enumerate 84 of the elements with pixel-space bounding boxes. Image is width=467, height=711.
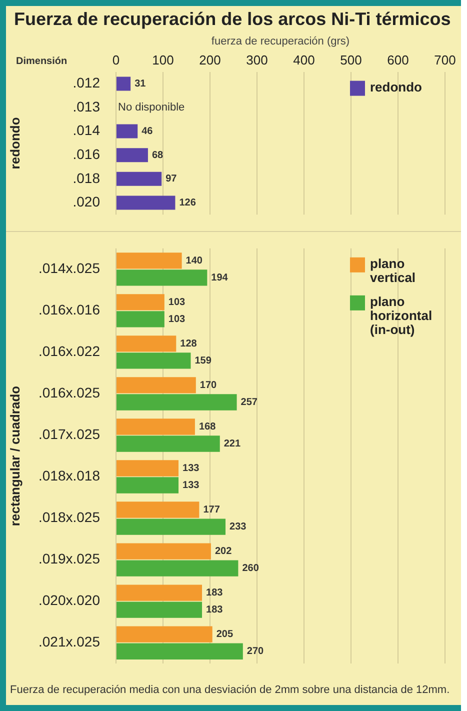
legend-label: plano horizontal (in-out) — [370, 294, 432, 337]
data-label: 168 — [198, 421, 216, 432]
data-label: 183 — [206, 604, 224, 616]
data-label: 126 — [179, 197, 196, 208]
y-tick-label: .019x.025 — [38, 550, 100, 567]
y-tick-label: .020 — [72, 194, 100, 210]
data-label: 170 — [200, 380, 218, 391]
y-axis-title: redondo — [7, 117, 22, 170]
y-tick-label: .018x.025 — [38, 509, 100, 526]
bar — [116, 196, 176, 210]
data-label: 233 — [230, 522, 247, 533]
data-label: 46 — [142, 126, 154, 138]
data-label: 260 — [242, 563, 260, 574]
legend-label: plano vertical — [370, 256, 416, 285]
text: Fuerza de recuperación media con una desviación de 2mm sobre una distancia de 12mm. — [9, 683, 451, 696]
data-label: 128 — [180, 338, 198, 350]
y-axis-title: rectangular / cuadrado — [7, 386, 22, 526]
data-label: 103 — [168, 314, 186, 325]
y-tick-label: .016x.022 — [38, 343, 100, 360]
data-label: 133 — [182, 480, 200, 492]
y-tick-label: .016x.025 — [38, 384, 100, 401]
y-tick-label: .013 — [72, 98, 100, 114]
y-tick-label: .021x.025 — [38, 634, 100, 650]
data-label: 97 — [166, 174, 178, 185]
x-tick-label: 100 — [152, 52, 174, 68]
x-tick-label: 500 — [340, 52, 362, 68]
y-tick-label: .020x.020 — [38, 592, 100, 608]
y-tick-label: .018 — [72, 170, 100, 186]
x-tick-label: 400 — [293, 52, 315, 68]
y-tick-label: .014 — [72, 122, 100, 138]
bar — [116, 294, 164, 310]
bar — [116, 626, 212, 642]
y-tick-label: .014x.025 — [38, 260, 100, 276]
bar — [116, 643, 243, 660]
bar — [116, 394, 237, 410]
bar — [116, 418, 195, 435]
bar — [116, 436, 220, 452]
bar — [116, 124, 138, 138]
bar — [116, 352, 191, 369]
bar — [116, 560, 238, 576]
x-tick-label: 600 — [387, 52, 409, 68]
data-label: 177 — [203, 504, 220, 516]
data-label: 31 — [134, 78, 146, 90]
data-label: 221 — [224, 438, 241, 450]
bar — [116, 502, 200, 518]
bar — [116, 76, 131, 91]
bar — [116, 543, 211, 560]
y-tick-label: .018x.018 — [38, 468, 100, 484]
text: Dimensión — [16, 56, 68, 67]
x-tick-label: 700 — [434, 52, 456, 68]
data-label: 205 — [216, 629, 234, 640]
data-label: 133 — [182, 463, 200, 474]
bar — [116, 148, 148, 162]
bar — [116, 518, 226, 535]
x-tick-label: 0 — [112, 52, 120, 68]
chart-title: Fuerza de recuperación de los arcos Ni-Ti térmicos — [13, 8, 452, 31]
legend-label: redondo — [370, 79, 422, 94]
data-label: 68 — [152, 150, 164, 161]
bar — [116, 336, 176, 352]
bar — [116, 602, 202, 618]
data-label: 140 — [186, 255, 203, 266]
annotation: No disponible — [118, 102, 185, 114]
bar — [116, 584, 202, 601]
bar — [116, 172, 162, 186]
data-label: 183 — [206, 588, 224, 599]
y-tick-label: .017x.025 — [38, 426, 100, 442]
data-label: 270 — [246, 646, 264, 658]
bar — [116, 377, 196, 394]
bar — [116, 460, 179, 476]
x-axis-title: fuerza de recuperación (grs) — [211, 36, 350, 48]
x-tick-label: 200 — [199, 52, 221, 68]
data-label: 159 — [194, 355, 212, 366]
bar — [116, 252, 182, 269]
bar — [116, 311, 164, 328]
y-tick-label: .016 — [72, 146, 100, 162]
data-label: 257 — [240, 396, 258, 408]
y-tick-label: .012 — [72, 74, 100, 91]
data-label: 103 — [168, 296, 186, 308]
x-tick-label: 300 — [246, 52, 268, 68]
data-label: 202 — [214, 546, 232, 558]
y-tick-label: .016x.016 — [38, 302, 100, 318]
bar — [116, 270, 208, 286]
bar — [116, 477, 179, 494]
data-label: 194 — [211, 272, 228, 284]
